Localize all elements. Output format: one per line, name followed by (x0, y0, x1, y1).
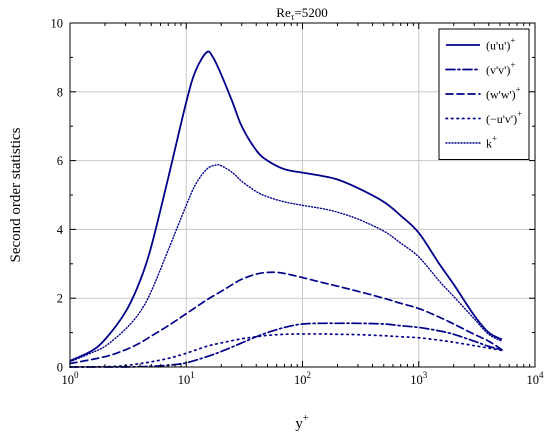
y-tick-label: 4 (57, 223, 64, 237)
legend-label: (w'w')+ (486, 85, 521, 102)
x-tick-label: 100 (62, 370, 80, 387)
legend-label: (−u'v')+ (486, 109, 522, 126)
legend-label: (v'v')+ (486, 60, 515, 77)
legend-box (438, 28, 530, 160)
y-tick-label: 0 (57, 361, 63, 375)
chart-title: Reτ=5200 (276, 5, 327, 22)
series-line-3 (69, 271, 503, 365)
legend-label: k+ (486, 134, 497, 151)
series-line-5 (69, 164, 503, 363)
x-tick-label: 103 (410, 370, 428, 387)
axis-ticks (69, 22, 536, 368)
x-axis-label: y+ (295, 413, 309, 432)
x-tick-label: 102 (294, 370, 311, 387)
y-tick-label: 6 (57, 154, 63, 168)
y-axis-label: Second order statistics (8, 127, 24, 262)
series-line-4 (69, 333, 503, 368)
series-line-1 (69, 50, 503, 362)
y-tick-label: 10 (51, 17, 64, 31)
y-tick-label: 8 (57, 85, 63, 99)
tick-labels: 100 101 102 103 104 0 2 4 6 8 10 (51, 17, 545, 388)
y-tick-label: 2 (57, 292, 63, 306)
legend-label: (u'u')+ (486, 36, 515, 53)
legend: (u'u')+ (v'v')+ (w'w')+ (−u'v')+ k+ (438, 28, 530, 160)
series-lines (69, 50, 503, 368)
x-tick-label: 104 (527, 370, 545, 387)
x-tick-label: 101 (178, 370, 195, 387)
